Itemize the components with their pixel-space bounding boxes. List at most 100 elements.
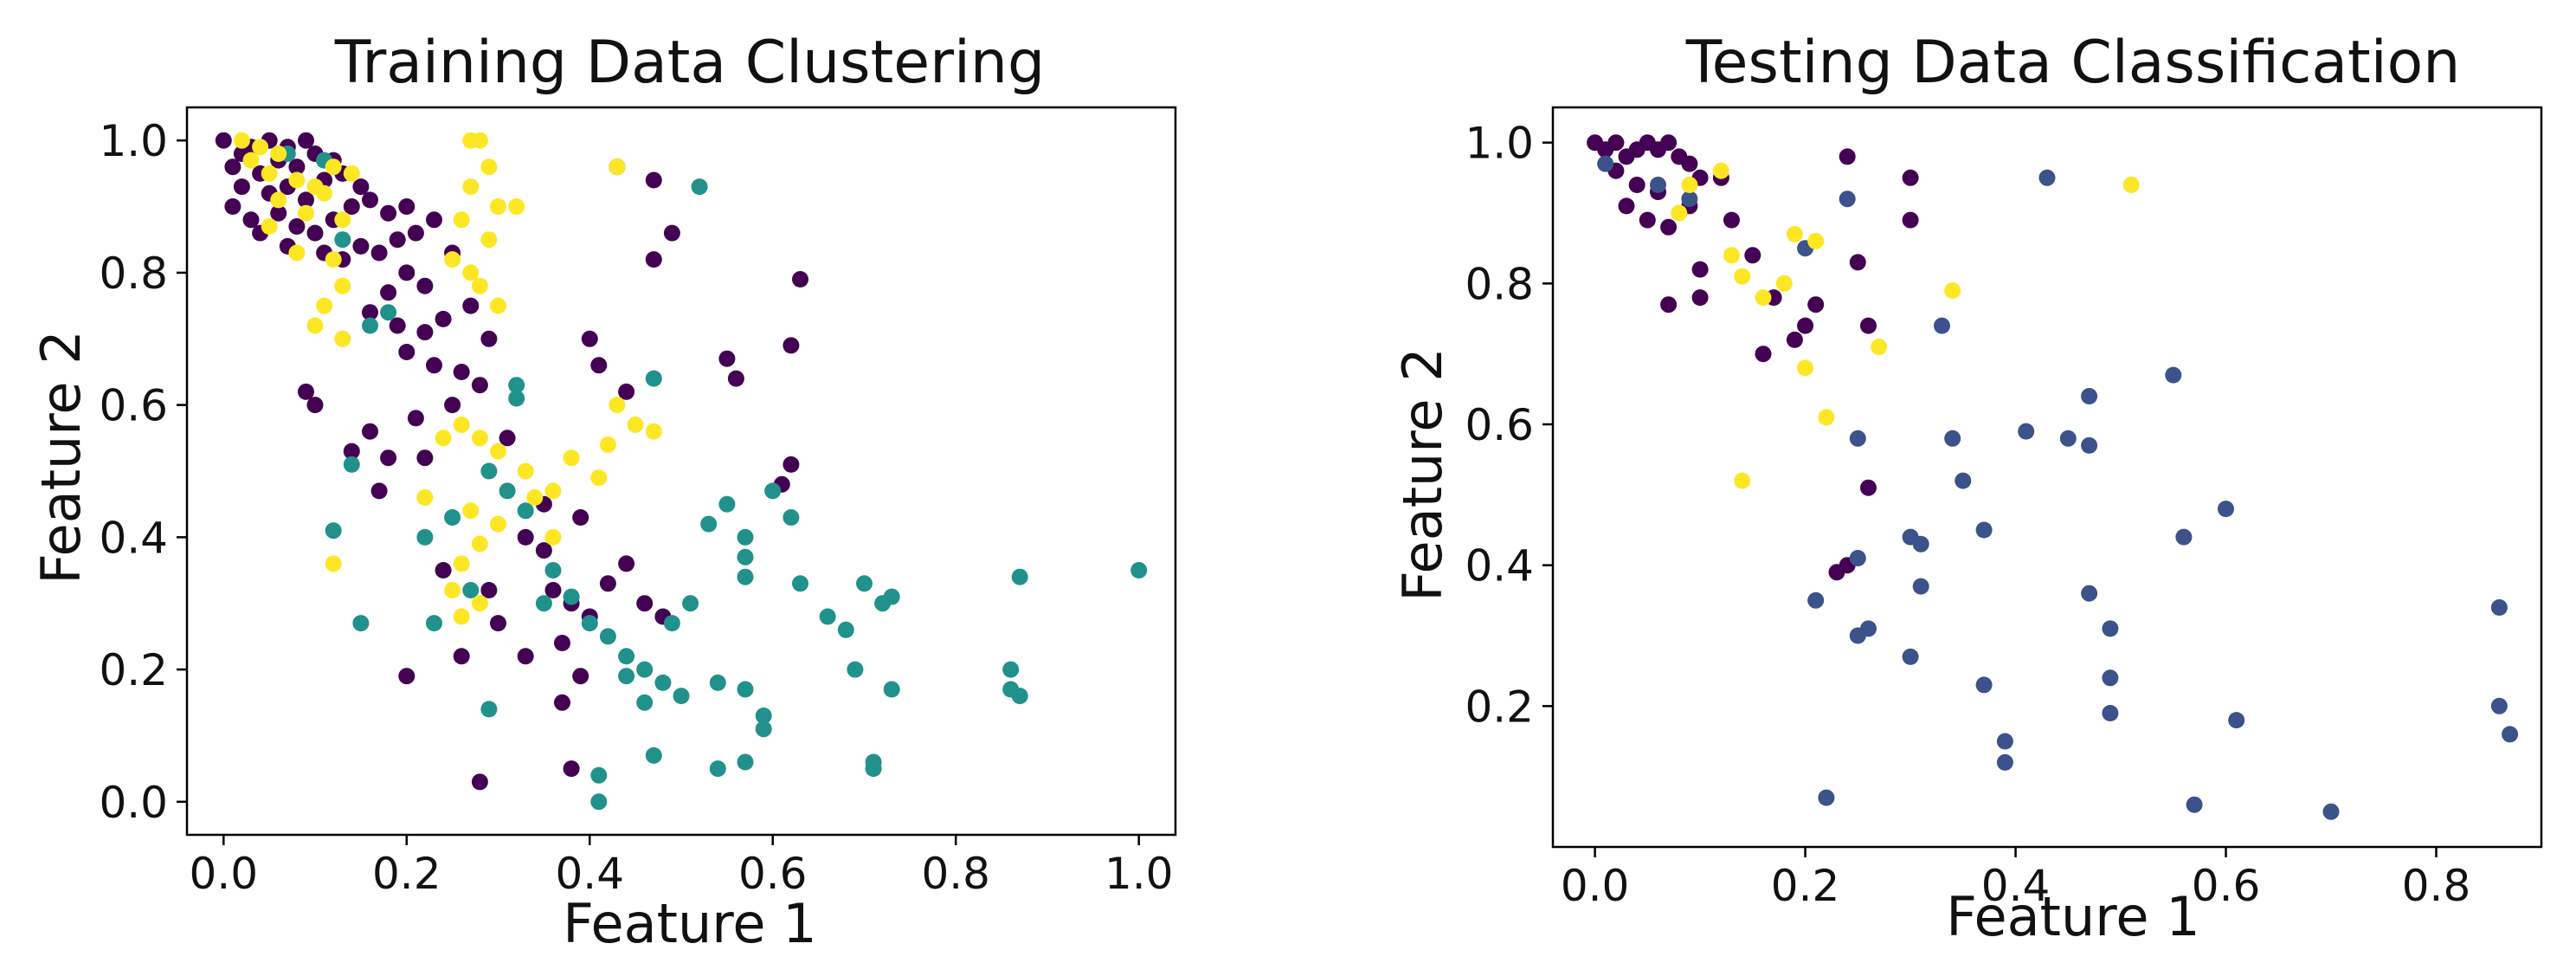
training-point-series-0 [544, 582, 562, 598]
training-point-series-2 [609, 397, 626, 414]
training-xtick-label: 0.6 [738, 849, 808, 899]
testing-chart-ylabel: Feature 2 [1391, 347, 1454, 601]
training-point-series-2 [609, 158, 626, 176]
training-point-series-1 [782, 509, 800, 526]
training-point-series-0 [435, 310, 452, 327]
training-point-series-0 [380, 449, 397, 467]
training-point-series-0 [242, 211, 260, 229]
testing-point-series-1 [1681, 191, 1698, 208]
training-point-series-1 [709, 760, 726, 778]
testing-xtick-label: 0.4 [1981, 861, 2051, 911]
training-point-series-1 [1130, 562, 1148, 578]
testing-chart: Testing Data Classification Feature 1 Fe… [1391, 29, 2543, 948]
training-point-series-0 [581, 330, 598, 347]
training-point-series-0 [453, 648, 470, 665]
testing-point-series-0 [1902, 211, 1919, 229]
training-point-series-2 [334, 211, 351, 229]
training-point-series-1 [1002, 661, 1020, 678]
testing-ytick-label: 0.8 [1465, 259, 1534, 309]
training-point-series-0 [288, 218, 306, 235]
training-point-series-2 [490, 297, 506, 314]
testing-point-series-1 [2490, 599, 2508, 616]
training-point-series-2 [444, 582, 461, 598]
training-point-series-2 [526, 489, 544, 506]
testing-point-series-2 [1786, 225, 1803, 242]
training-ytick-label: 0.8 [99, 249, 168, 299]
training-point-series-2 [252, 139, 269, 156]
training-ytick-label: 0.2 [99, 645, 168, 695]
training-point-series-2 [416, 489, 434, 506]
testing-point-series-2 [1681, 177, 1698, 193]
training-point-series-0 [362, 191, 378, 209]
training-point-series-2 [462, 264, 480, 281]
training-xtick-label: 0.8 [921, 849, 990, 899]
training-point-series-1 [590, 793, 608, 811]
testing-point-series-0 [1786, 331, 1803, 348]
testing-point-series-1 [2218, 501, 2234, 518]
training-point-series-1 [883, 588, 900, 605]
training-point-series-0 [618, 555, 635, 572]
training-point-series-2 [544, 528, 562, 546]
testing-point-series-2 [2122, 177, 2140, 193]
training-point-series-0 [398, 344, 415, 360]
testing-xtick-label: 0.0 [1561, 861, 1630, 911]
testing-point-series-1 [2502, 726, 2519, 743]
training-point-series-0 [407, 410, 424, 427]
testing-point-series-1 [2175, 528, 2193, 546]
training-point-series-1 [1011, 688, 1028, 705]
testing-point-series-0 [1628, 177, 1645, 193]
training-point-series-1 [737, 681, 754, 698]
testing-point-series-1 [2038, 169, 2056, 186]
training-point-series-1 [508, 377, 525, 394]
training-point-series-1 [352, 615, 370, 632]
training-point-series-2 [325, 555, 342, 572]
testing-point-series-2 [1871, 339, 1888, 355]
testing-point-series-1 [2102, 620, 2119, 637]
testing-point-series-0 [1744, 247, 1761, 264]
testing-point-series-0 [1860, 317, 1877, 334]
testing-point-series-1 [1944, 430, 1961, 447]
training-point-series-2 [242, 152, 260, 169]
training-point-series-1 [581, 615, 598, 632]
training-point-series-2 [508, 198, 525, 215]
testing-point-series-2 [1944, 282, 1961, 299]
training-point-series-0 [380, 204, 397, 222]
training-point-series-0 [554, 694, 570, 711]
testing-point-series-2 [1734, 472, 1751, 489]
training-point-series-2 [306, 317, 324, 334]
training-point-series-2 [261, 165, 278, 182]
training-point-series-1 [563, 588, 580, 605]
testing-point-series-1 [2081, 388, 2098, 404]
training-chart-title: Training Data Clustering [334, 29, 1045, 97]
training-point-series-0 [435, 562, 452, 578]
training-point-series-2 [471, 535, 488, 553]
training-point-series-0 [636, 595, 654, 612]
testing-point-series-1 [1912, 578, 1929, 595]
training-chart: Training Data Clustering Feature 1 Featu… [29, 29, 1177, 955]
testing-ytick-label: 0.6 [1465, 400, 1534, 450]
training-point-series-1 [819, 608, 836, 625]
training-point-series-2 [490, 515, 506, 533]
testing-point-series-0 [1660, 134, 1678, 152]
training-point-series-0 [645, 251, 662, 268]
testing-ytick-label: 0.2 [1465, 682, 1534, 732]
training-point-series-1 [362, 317, 378, 334]
testing-point-series-1 [1996, 733, 2013, 750]
testing-point-series-1 [2018, 423, 2035, 440]
training-point-series-0 [270, 204, 287, 222]
training-chart-ylabel: Feature 2 [29, 330, 93, 584]
testing-point-series-1 [1912, 535, 1929, 553]
training-point-series-2 [298, 204, 314, 222]
training-plot-frame [185, 106, 1177, 837]
testing-point-series-2 [1755, 289, 1772, 307]
training-point-series-1 [700, 515, 718, 533]
training-point-series-2 [435, 430, 452, 447]
training-point-series-2 [325, 251, 342, 268]
training-point-series-2 [480, 231, 498, 249]
testing-point-series-1 [1807, 591, 1825, 609]
training-point-series-1 [334, 231, 351, 249]
testing-xtick-label: 0.6 [2192, 861, 2261, 911]
training-xtick-label: 0.2 [372, 849, 441, 899]
training-point-series-0 [490, 615, 506, 632]
training-point-series-0 [444, 397, 461, 414]
